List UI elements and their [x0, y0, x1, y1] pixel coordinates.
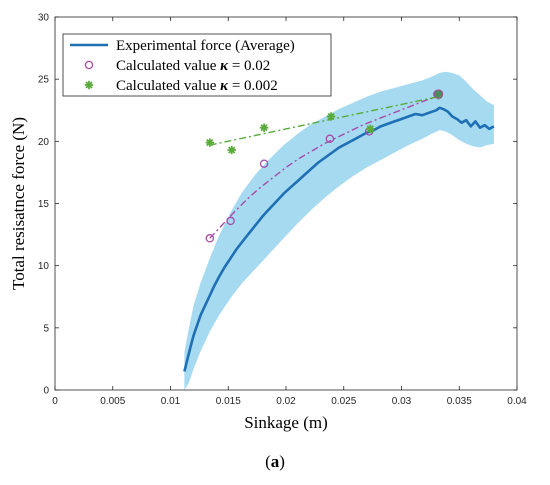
caption-open: ( [265, 452, 271, 471]
data-point-circle [259, 159, 269, 168]
y-tick-label: 25 [38, 75, 50, 86]
x-tick-label: 0 [52, 396, 58, 407]
legend-asterisk-marker [84, 80, 94, 90]
x-tick-label: 0.02 [276, 396, 296, 407]
legend-label-kappa-002-suffix: = 0.02 [228, 58, 270, 74]
plot-area [183, 71, 495, 390]
x-tick-label: 0.03 [392, 396, 412, 407]
data-point-asterisk [366, 124, 375, 134]
data-point-asterisk [326, 112, 336, 121]
x-tick-label: 0.04 [507, 396, 527, 407]
x-tick-label: 0.015 [216, 396, 241, 407]
legend-asterisk [84, 80, 94, 90]
kappa-symbol: κ [220, 58, 229, 74]
asterisk-stroke [206, 138, 214, 147]
asterisk-stroke [260, 124, 268, 132]
caption-letter: a [270, 452, 280, 471]
y-tick-label: 5 [43, 323, 49, 334]
y-tick-label: 0 [43, 386, 49, 397]
y-tick-label: 30 [38, 13, 50, 24]
y-tick-label: 10 [38, 261, 50, 272]
x-tick-label: 0.01 [161, 396, 181, 407]
axis-ticks: 0 0.005 0.01 0.015 0.02 0.025 0.03 0.035 0.04 0 5 1… [38, 13, 527, 408]
caption-close: ) [279, 452, 285, 471]
asterisk-stroke [366, 125, 374, 133]
x-tick-label: 0.025 [331, 396, 356, 407]
asterisk-stroke [327, 112, 335, 121]
kappa-symbol: κ [220, 78, 229, 94]
y-axis-label: Total resisatnce force (N) [9, 117, 28, 290]
legend: Experimental force (Average) Calculated … [62, 33, 332, 97]
legend-label-kappa-0002: Calculated value κ = 0.002 [116, 78, 278, 94]
x-axis-label: Sinkage (m) [244, 413, 328, 432]
fit-line-0 [209, 95, 438, 239]
legend-label-kappa-002: Calculated value κ = 0.02 [116, 58, 270, 74]
legend-label-kappa-002-prefix: Calculated value [116, 58, 220, 74]
data-point-asterisk [227, 145, 236, 155]
fit-line-1 [209, 95, 439, 146]
x-tick-label: 0.035 [447, 396, 472, 407]
data-point-circle [205, 234, 215, 243]
data-point-asterisk [259, 123, 269, 132]
asterisk-stroke [85, 81, 93, 89]
experimental-force-line [183, 106, 495, 372]
chart: 0 0.005 0.01 0.015 0.02 0.025 0.03 0.035 0.04 0 5 1… [9, 13, 527, 433]
data-point-asterisk [205, 138, 214, 147]
data-point-circle [226, 216, 235, 226]
legend-circle-marker [84, 60, 94, 70]
asterisk-stroke [228, 146, 236, 154]
confidence-band [184, 71, 494, 390]
legend-label-experimental: Experimental force (Average) [116, 38, 295, 54]
figure-caption: (a) [0, 452, 550, 472]
highlight-point [433, 89, 444, 99]
x-tick-label: 0.005 [100, 396, 125, 407]
legend-label-kappa-0002-suffix: = 0.002 [228, 78, 278, 94]
legend-label-kappa-0002-prefix: Calculated value [116, 78, 220, 94]
y-tick-label: 20 [38, 137, 50, 148]
y-tick-label: 15 [38, 199, 50, 210]
data-point-circle [325, 134, 335, 144]
